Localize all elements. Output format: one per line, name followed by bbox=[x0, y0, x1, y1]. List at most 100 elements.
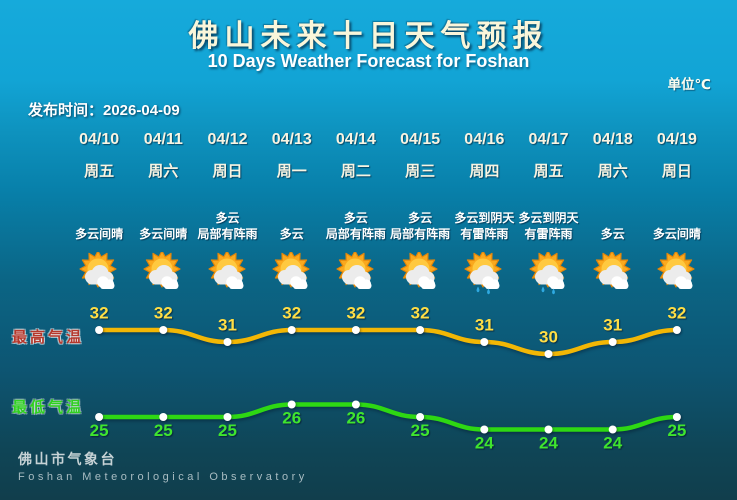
high-temp-point bbox=[287, 326, 296, 334]
high-temp-point bbox=[223, 338, 232, 346]
temperature-chart: 32 32 31 32 32 32 31 30 31 32 25 25 25 26 26 25 24 24 24 25 bbox=[90, 304, 687, 453]
weather-icon-cell bbox=[195, 251, 259, 299]
condition-label: 多云间晴 bbox=[75, 227, 124, 241]
date-label: 04/19 bbox=[656, 131, 697, 148]
high-temp-value: 31 bbox=[603, 316, 622, 335]
high-temp-point bbox=[95, 326, 104, 334]
condition-label: 多云 局部有阵雨 bbox=[325, 211, 386, 241]
low-temp-point bbox=[672, 413, 681, 421]
weekday-label: 周二 bbox=[340, 163, 371, 180]
weather-icon-cell bbox=[516, 251, 580, 299]
low-temp-value: 25 bbox=[411, 421, 430, 440]
page-subtitle: 10 Days Weather Forecast for Foshan bbox=[207, 51, 530, 71]
low-temp-point bbox=[287, 400, 296, 409]
low-temp-value: 25 bbox=[154, 421, 173, 440]
date-label: 04/11 bbox=[143, 131, 183, 148]
low-temp-point bbox=[416, 413, 425, 421]
date-label: 04/14 bbox=[335, 131, 376, 148]
low-temp-point bbox=[544, 425, 553, 434]
weekdays-row: 周五 周六 周日 周一 周二 周三 周四 周五 周六 周日 bbox=[67, 160, 709, 181]
high-temp-line bbox=[96, 327, 680, 357]
weekday-label: 周五 bbox=[533, 163, 564, 180]
weather-icon-cell bbox=[452, 251, 516, 299]
weekday-label: 周日 bbox=[212, 163, 243, 180]
weather-icon-cell bbox=[388, 251, 452, 299]
publish-time: 发布时间：2026-04-09 bbox=[28, 102, 180, 119]
weekday-label: 周六 bbox=[597, 163, 628, 180]
low-temp-value: 24 bbox=[603, 434, 622, 453]
weekday-label: 周日 bbox=[661, 163, 692, 180]
weekday-label: 周三 bbox=[405, 163, 436, 180]
sun-cloud-icon bbox=[79, 252, 117, 289]
sun-cloud-rain-icon bbox=[464, 252, 502, 295]
low-temp-value: 25 bbox=[667, 421, 686, 440]
sun-cloud-icon bbox=[593, 252, 631, 289]
sun-cloud-icon bbox=[336, 252, 374, 289]
high-temp-value: 32 bbox=[282, 304, 301, 323]
date-label: 04/15 bbox=[400, 131, 441, 148]
high-temp-value: 32 bbox=[411, 304, 430, 323]
weekday-label: 周四 bbox=[469, 163, 500, 180]
dates-row: 04/10 04/11 04/12 04/13 04/14 04/15 04/16 04/17… bbox=[67, 131, 709, 149]
date-label: 04/17 bbox=[528, 131, 569, 148]
condition-label: 多云间晴 bbox=[139, 227, 188, 241]
high-temp-label: 最高气温 bbox=[12, 329, 85, 346]
weather-icon-cell bbox=[67, 251, 131, 299]
low-temp-point bbox=[95, 413, 104, 421]
weekday-label: 周六 bbox=[148, 163, 179, 180]
date-label: 04/13 bbox=[271, 131, 312, 148]
weather-icon-cell bbox=[645, 251, 709, 299]
observatory-name-en: Foshan Meteorological Observatory bbox=[18, 471, 308, 483]
high-temp-value: 31 bbox=[218, 316, 237, 335]
high-temp-point bbox=[159, 326, 168, 334]
low-temp-point bbox=[159, 413, 168, 421]
weather-icon-cell bbox=[131, 251, 195, 299]
weekday-label: 周一 bbox=[276, 163, 307, 180]
weather-icon-cell bbox=[581, 251, 645, 299]
high-temp-point bbox=[480, 338, 489, 346]
condition-label: 多云 bbox=[279, 227, 304, 241]
weather-icon-cell bbox=[260, 251, 324, 299]
conditions-row: 多云间晴 多云间晴 多云 局部有阵雨 多云 多云 局部有阵雨 多云 局部有阵雨 多云到阴天 有雷阵雨… bbox=[67, 198, 709, 242]
low-temp-label: 最低气温 bbox=[12, 399, 85, 416]
low-temp-value: 26 bbox=[346, 409, 365, 428]
weekday-label: 周五 bbox=[84, 163, 115, 180]
high-temp-point bbox=[351, 326, 360, 334]
low-temp-value: 25 bbox=[218, 421, 237, 440]
high-temp-value: 32 bbox=[667, 304, 686, 323]
sun-cloud-icon bbox=[143, 252, 181, 289]
high-temp-value: 32 bbox=[90, 304, 109, 323]
date-label: 04/18 bbox=[592, 131, 633, 148]
date-label: 04/10 bbox=[79, 131, 120, 148]
low-temp-line bbox=[96, 402, 680, 432]
low-temp-value: 26 bbox=[282, 409, 301, 428]
condition-label: 多云 局部有阵雨 bbox=[390, 211, 451, 241]
unit-label: 单位℃ bbox=[667, 77, 711, 92]
condition-label: 多云间晴 bbox=[652, 227, 701, 241]
high-temp-value: 32 bbox=[346, 304, 365, 323]
low-temp-value: 24 bbox=[539, 434, 558, 453]
condition-label: 多云 局部有阵雨 bbox=[197, 211, 258, 241]
low-temp-point bbox=[351, 400, 360, 409]
high-temp-point bbox=[544, 350, 553, 358]
high-temp-point bbox=[672, 326, 681, 334]
weather-icon-cell bbox=[324, 251, 388, 299]
sun-cloud-rain-icon bbox=[528, 252, 567, 295]
date-label: 04/16 bbox=[464, 131, 505, 148]
condition-label: 多云 bbox=[600, 227, 625, 241]
condition-label: 多云到阴天 有雷阵雨 bbox=[518, 211, 579, 241]
condition-label: 多云到阴天 有雷阵雨 bbox=[454, 211, 515, 241]
date-label: 04/12 bbox=[207, 131, 248, 148]
high-temp-point bbox=[608, 338, 617, 346]
observatory-name-cn: 佛山市气象台 bbox=[18, 451, 117, 467]
high-temp-value: 32 bbox=[154, 304, 173, 323]
high-temp-value: 30 bbox=[539, 328, 558, 347]
low-temp-value: 25 bbox=[90, 421, 109, 440]
high-temp-value: 31 bbox=[475, 316, 494, 335]
high-temp-point bbox=[416, 326, 425, 334]
sun-cloud-icon bbox=[272, 252, 310, 289]
low-temp-point bbox=[223, 413, 232, 421]
sun-cloud-icon bbox=[207, 252, 246, 289]
low-temp-point bbox=[608, 425, 617, 434]
